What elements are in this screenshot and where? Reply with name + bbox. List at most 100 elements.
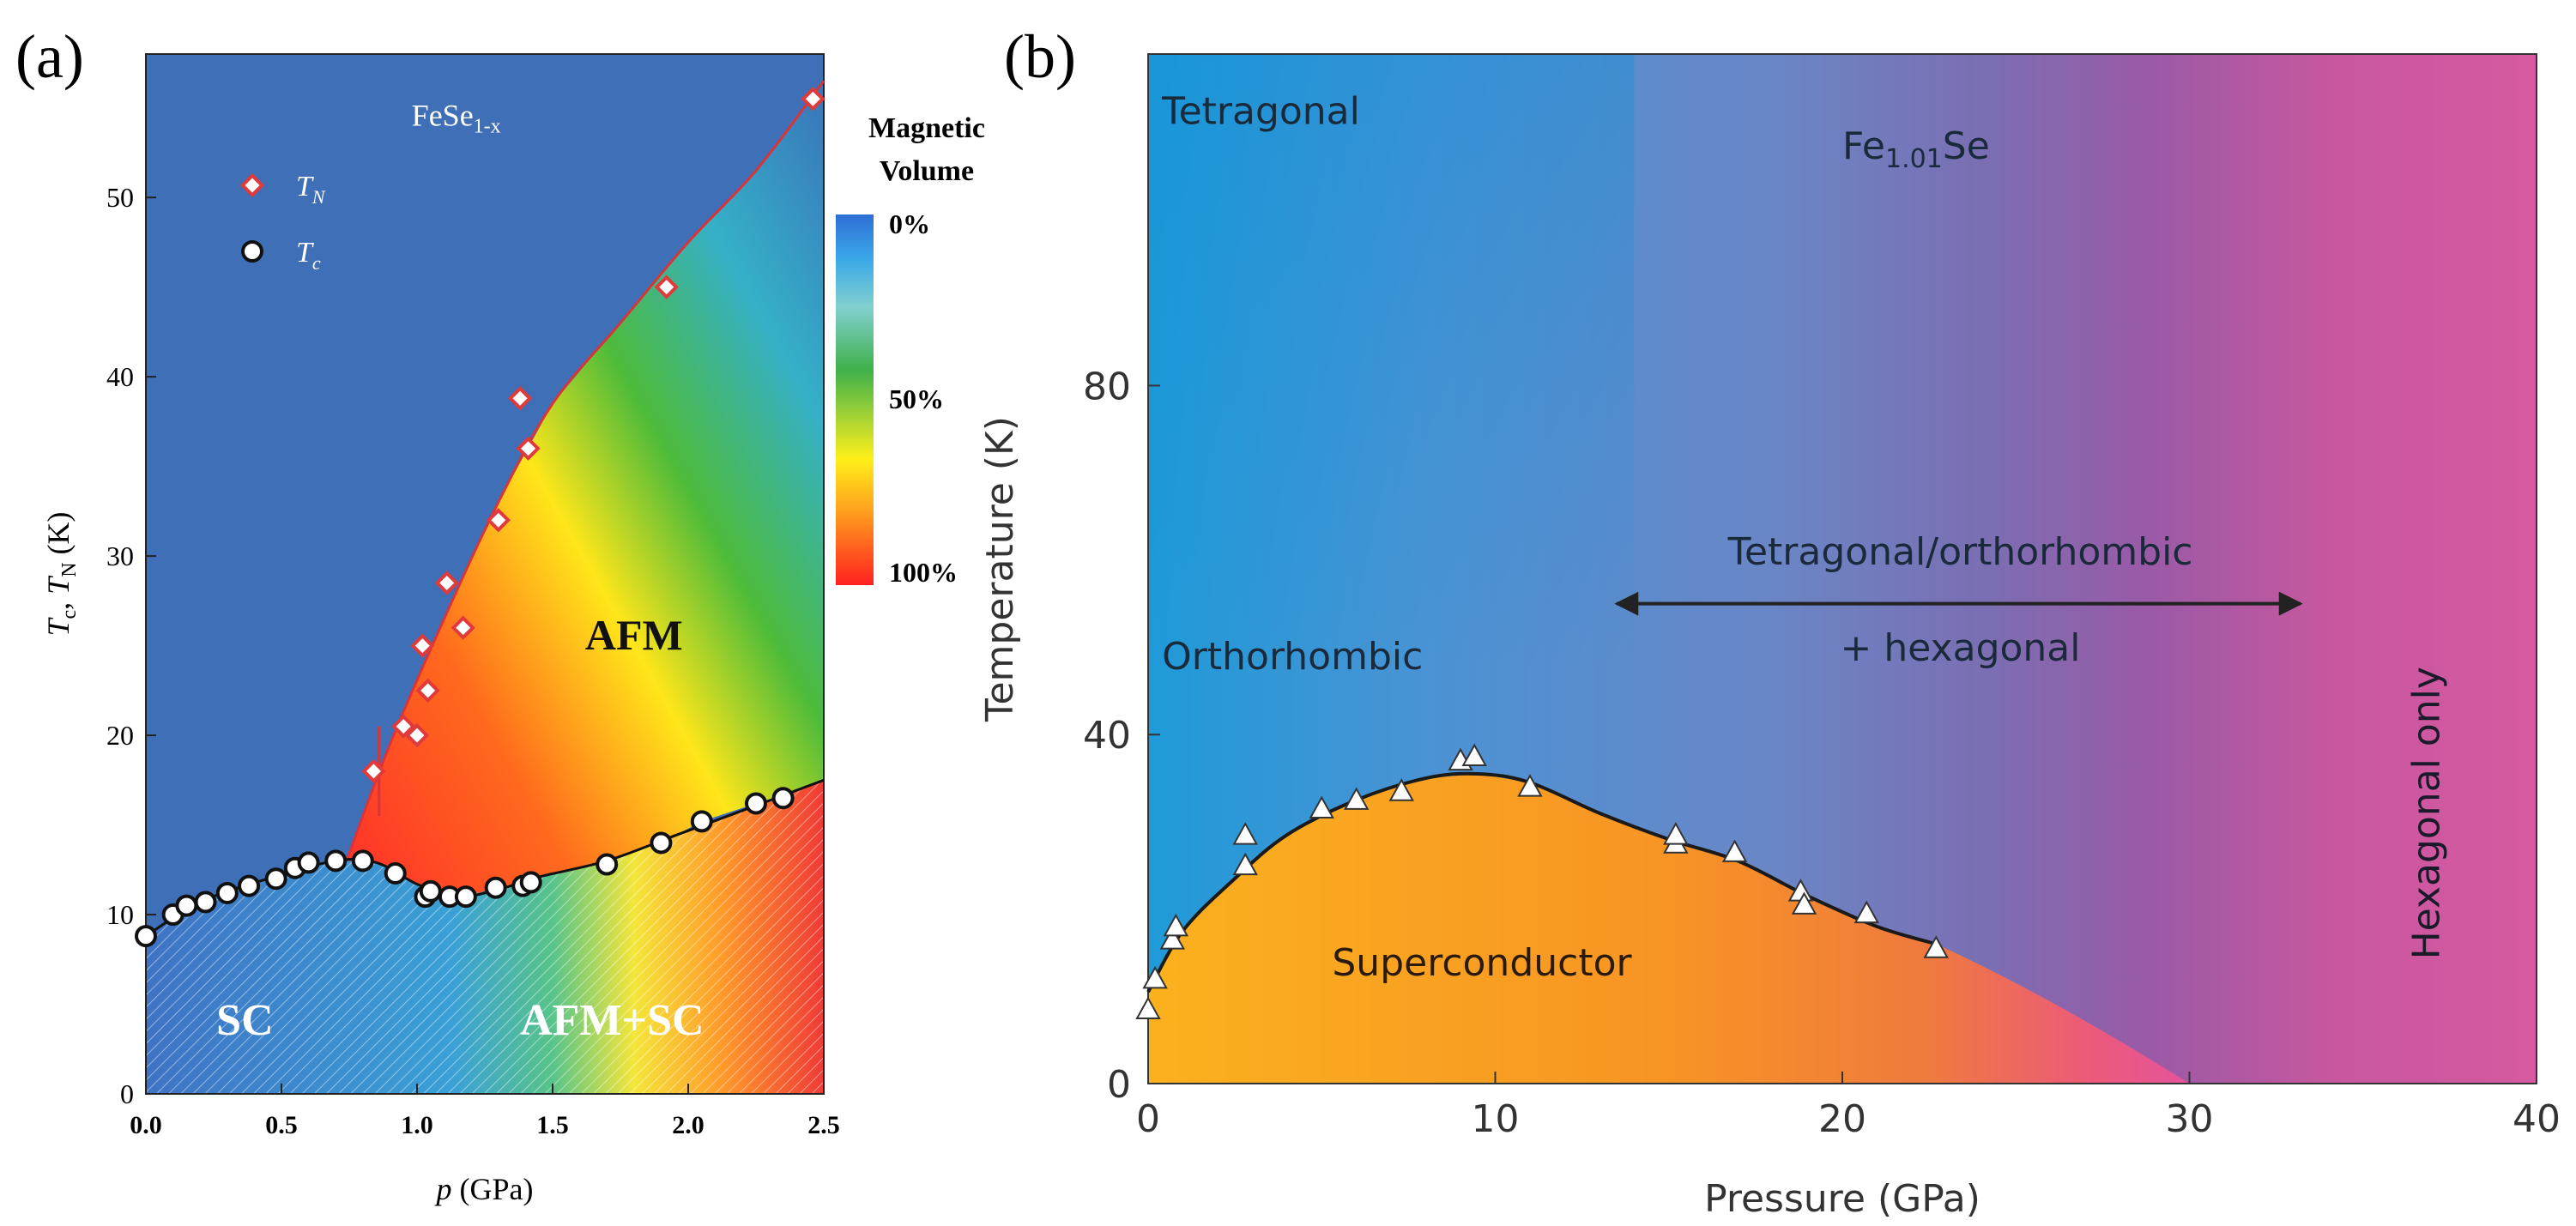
- tc-triangle-point: [1163, 913, 1189, 937]
- tc-point: [215, 881, 239, 904]
- phase-background-shade: [1148, 54, 1635, 672]
- tc-point: [324, 849, 348, 873]
- tn-point: [516, 436, 541, 461]
- x-tick-label: 0.0: [130, 1111, 162, 1139]
- tc-point: [484, 876, 507, 899]
- tc-triangle-point: [1135, 996, 1161, 1019]
- afm-region: [346, 54, 824, 897]
- colorbar-tick-50: 50%: [889, 384, 944, 414]
- tc-triangle-point: [1344, 787, 1370, 810]
- panel-b-x-axis-label: Pressure (GPa): [1704, 1177, 1980, 1221]
- tc-triangle-point: [1232, 822, 1258, 845]
- tn-point: [410, 633, 435, 658]
- tc-triangle-point: [1232, 852, 1258, 876]
- y-tick-label: 0: [1107, 1063, 1131, 1107]
- panel-b-x-ticks: 0 10 20 30 40: [1136, 1072, 2561, 1141]
- tc-point: [297, 851, 320, 874]
- tc-point: [194, 891, 217, 914]
- tc-point: [384, 861, 407, 885]
- panel-b-label: (b): [1004, 22, 1076, 91]
- x-tick-label: 40: [2513, 1097, 2561, 1141]
- tc-point: [454, 885, 477, 909]
- y-tick-label: 50: [106, 182, 134, 213]
- x-tick-label: 0.5: [265, 1111, 298, 1139]
- tc-point: [650, 831, 673, 855]
- panel-b-background: [1148, 54, 2537, 1084]
- panel-a-legend: TN Tc: [239, 171, 326, 274]
- sc-label: SC: [216, 996, 273, 1045]
- superconducting-dome: [1148, 773, 2190, 1084]
- panel-a: (a) FeSe1-x AFM SC AFM+SC TN Tc 0.0 0.5 1.…: [15, 22, 985, 1206]
- legend-tn-marker: [239, 172, 265, 198]
- panel-a-label: (a): [15, 22, 84, 91]
- tc-triangle-point: [1159, 927, 1186, 950]
- compound-label-b: Fe1.01Se: [1842, 124, 1990, 174]
- hexagonal-only-label: Hexagonal only: [2405, 667, 2449, 959]
- panel-b-y-ticks: 0 40 80: [1083, 365, 1160, 1107]
- y-tick-label: 40: [1083, 714, 1131, 758]
- panel-b-y-axis-label: Temperature (K): [978, 416, 1022, 722]
- tn-point: [507, 386, 533, 411]
- tc-triangle-point: [1721, 839, 1748, 862]
- x-tick-label: 1.0: [401, 1111, 433, 1139]
- magnetic-volume-colorbar: Magnetic Volume 0% 50% 100%: [836, 112, 985, 588]
- y-tick-label: 40: [106, 361, 134, 392]
- superconductor-label: Superconductor: [1332, 941, 1632, 985]
- x-tick-label: 1.5: [536, 1111, 569, 1139]
- tc-point: [519, 871, 542, 894]
- panel-a-x-axis-label: p (GPa): [434, 1172, 534, 1206]
- x-tick-label: 10: [1472, 1097, 1520, 1141]
- tn-point: [801, 87, 825, 112]
- x-tick-label: 2.0: [672, 1111, 704, 1139]
- tc-point: [264, 867, 287, 891]
- tc-point: [596, 853, 619, 876]
- tc-point: [771, 787, 795, 810]
- tc-triangle-point: [1663, 822, 1689, 845]
- x-tick-label: 30: [2166, 1097, 2214, 1141]
- panel-a-plot-frame: [145, 53, 825, 1095]
- tc-point: [419, 879, 442, 903]
- tc-triangle-point: [1923, 935, 1949, 958]
- y-tick-label: 30: [106, 541, 134, 571]
- x-tick-label: 0: [1136, 1097, 1160, 1141]
- panel-a-background: [146, 54, 824, 1094]
- afm-sc-label: AFM+SC: [520, 996, 704, 1045]
- tc-point: [175, 894, 198, 917]
- legend-tc-label: Tc: [296, 237, 321, 274]
- y-tick-label: 10: [106, 899, 134, 930]
- tn-point: [415, 678, 440, 703]
- tn-fit-line: [345, 80, 825, 861]
- y-tick-label: 80: [1083, 365, 1131, 408]
- colorbar-title-line1: Magnetic: [868, 112, 985, 144]
- panel-a-y-axis-label: Tc, TN (K): [41, 511, 81, 636]
- panel-a-y-ticks: 0 10 20 30 40 50: [106, 182, 156, 1109]
- x-tick-label: 2.5: [807, 1111, 840, 1139]
- panel-a-x-ticks: 0.0 0.5 1.0 1.5 2.0 2.5: [130, 1084, 840, 1139]
- tc-point: [351, 849, 374, 873]
- tn-point: [361, 758, 386, 784]
- tn-point: [450, 615, 475, 640]
- tc-triangle-point: [1461, 743, 1487, 767]
- panel-b: (b) Tetragonal Fe1.01Se Tetragonal/ortho…: [978, 22, 2561, 1221]
- tn-point: [391, 714, 416, 739]
- tn-point: [654, 275, 679, 299]
- tc-triangle-point: [1853, 900, 1880, 924]
- colorbar-title-line2: Volume: [880, 155, 974, 187]
- x-tick-label: 20: [1818, 1097, 1866, 1141]
- mixed-phase-label-line2: + hexagonal: [1841, 626, 2081, 670]
- tn-point: [486, 508, 511, 533]
- colorbar-gradient: [836, 214, 874, 585]
- tc-triangle-point: [1388, 778, 1414, 801]
- tc-point: [135, 925, 157, 948]
- sc-hatch: [146, 780, 824, 1094]
- compound-label: FeSe1-x: [412, 99, 501, 138]
- y-tick-label: 0: [120, 1078, 134, 1109]
- tc-point: [238, 874, 261, 897]
- tn-point: [434, 571, 459, 595]
- legend-tc-marker: [241, 240, 263, 263]
- tc-point: [745, 792, 767, 815]
- colorbar-tick-0: 0%: [889, 208, 930, 239]
- tc-triangle-point: [1309, 795, 1334, 819]
- tc-triangle-point: [1791, 891, 1817, 915]
